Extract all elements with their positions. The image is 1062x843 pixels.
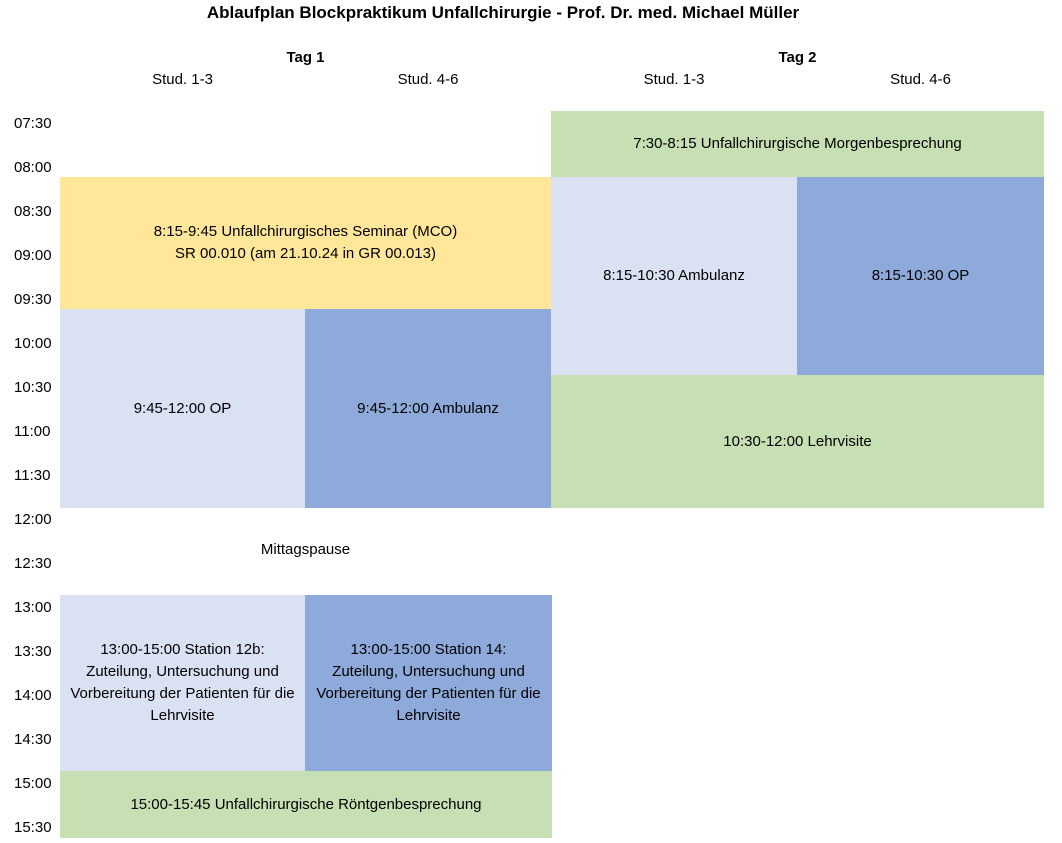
day-2-group-2-header: Stud. 4-6 [890, 71, 951, 88]
time-label: 08:00 [14, 159, 52, 176]
time-label: 15:00 [14, 775, 52, 792]
day-1-header: Tag 1 [286, 49, 325, 66]
day-2-lehrvisite-block: 10:30-12:00 Lehrvisite [551, 375, 1044, 508]
day-1-ambulanz-text: 9:45-12:00 Ambulanz [357, 399, 499, 417]
page-title: Ablaufplan Blockpraktikum Unfallchirurgi… [206, 3, 800, 22]
day-2-ambulanz-block: 8:15-10:30 Ambulanz [551, 177, 797, 375]
time-label: 14:00 [14, 687, 52, 704]
time-label: 15:30 [14, 819, 52, 836]
day-1-roentgen-text: 15:00-15:45 Unfallchirurgische Röntgenbe… [130, 795, 482, 813]
day-2-lehrvisite-text: 10:30-12:00 Lehrvisite [723, 432, 872, 450]
day-2-morning-meeting-text: 7:30-8:15 Unfallchirurgische Morgenbespr… [633, 135, 962, 152]
day-1-group-1-header: Stud. 1-3 [152, 71, 213, 88]
time-label: 14:30 [14, 731, 52, 748]
time-label: 11:30 [14, 467, 51, 484]
time-label: 10:00 [14, 335, 52, 352]
day-1-seminar-text: 8:15-9:45 Unfallchirurgisches Seminar (M… [153, 223, 458, 262]
day-1-ambulanz-block: 9:45-12:00 Ambulanz [305, 309, 551, 508]
day-1-roentgen-block: 15:00-15:45 Unfallchirurgische Röntgenbe… [60, 771, 552, 838]
time-label: 11:00 [14, 423, 51, 440]
day-1-station-12b-block: 13:00-15:00 Station 12b: Zuteilung, Unte… [60, 595, 305, 771]
day-2-morning-meeting-block: 7:30-8:15 Unfallchirurgische Morgenbespr… [551, 111, 1044, 177]
day-2-op-block: 8:15-10:30 OP [797, 177, 1044, 375]
time-label: 12:30 [14, 555, 52, 572]
day-2-ambulanz-text: 8:15-10:30 Ambulanz [603, 267, 745, 284]
time-label: 12:00 [14, 511, 52, 528]
day-1-op-block: 9:45-12:00 OP [60, 309, 305, 508]
lunch-break-label: Mittagspause [260, 541, 351, 558]
time-label: 09:30 [14, 291, 52, 308]
day-2-group-1-header: Stud. 1-3 [643, 71, 705, 88]
day-1-station-14-block: 13:00-15:00 Station 14: Zuteilung, Unter… [305, 595, 552, 771]
day-2-op-text: 8:15-10:30 OP [871, 267, 970, 284]
time-label: 13:00 [14, 599, 52, 616]
time-label: 09:00 [14, 247, 52, 264]
day-1-group-2-header: Stud. 4-6 [397, 71, 459, 88]
day-1-station-14-text: 13:00-15:00 Station 14: Zuteilung, Unter… [316, 641, 541, 724]
time-label: 07:30 [14, 115, 52, 132]
day-1-station-12b-text: 13:00-15:00 Station 12b: Zuteilung, Unte… [70, 641, 295, 724]
time-label: 08:30 [14, 203, 52, 220]
time-label: 13:30 [14, 643, 52, 660]
time-label: 10:30 [14, 379, 52, 396]
day-1-seminar-block: 8:15-9:45 Unfallchirurgisches Seminar (M… [60, 177, 551, 309]
day-1-op-text: 9:45-12:00 OP [133, 399, 232, 417]
day-2-header: Tag 2 [778, 49, 817, 66]
